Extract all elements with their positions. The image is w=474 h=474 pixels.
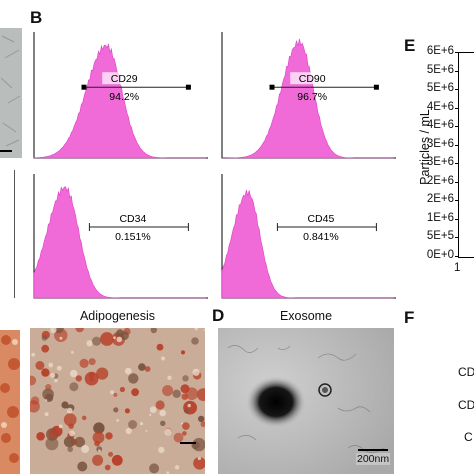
panel-e-ytick-mark xyxy=(455,126,459,128)
panel-a-scale-bar xyxy=(0,150,12,152)
panel-f-letter: F xyxy=(404,308,415,327)
panel-e-ytick-mark xyxy=(455,144,459,146)
histogram-curve xyxy=(33,43,206,159)
panel-e-ytick-mark xyxy=(455,70,459,72)
panel-c-staining-image xyxy=(0,330,20,474)
panel-d-letter: D xyxy=(212,306,225,325)
histogram-cd34: CD34 0.151% xyxy=(30,172,210,300)
panel-e-ytick: 5E+6 xyxy=(426,63,454,76)
gate-marker xyxy=(373,84,379,90)
panel-a-lower-frame xyxy=(0,170,15,298)
panel-b-letter: B xyxy=(30,8,43,27)
panel-f-label-3: C xyxy=(464,430,473,444)
exosome-scale-bar xyxy=(358,449,388,451)
panel-e-ytick: 1E+6 xyxy=(426,211,454,224)
panel-e-ytick-mark xyxy=(455,89,459,91)
exosome-caption: Exosome xyxy=(279,309,333,323)
histogram-cd29: CD29 94.2% xyxy=(30,30,210,160)
panel-e-ytick-mark xyxy=(455,200,459,202)
percent-label: 96.7% xyxy=(297,91,327,103)
panel-e-ytick-mark xyxy=(455,218,459,220)
histogram-curve xyxy=(33,186,206,299)
panel-e-ytick-mark xyxy=(455,256,459,257)
marker-label: CD34 xyxy=(119,213,146,225)
histogram-curve xyxy=(221,189,394,299)
panel-f-label-2: CD xyxy=(458,398,474,412)
panel-e-axis xyxy=(458,52,474,258)
gate-marker xyxy=(81,84,87,90)
percent-label: 0.151% xyxy=(115,231,151,243)
panel-e-ytick: 5E+6 xyxy=(426,82,454,95)
panel-e-letter: E xyxy=(404,36,416,55)
marker-label: CD45 xyxy=(307,213,334,225)
panel-e-ytick: 3E+6 xyxy=(426,137,454,150)
exosome-scale-label: 200nm xyxy=(356,453,391,465)
adipogenesis-image xyxy=(30,328,205,474)
panel-e-ytick: 5E+5 xyxy=(426,230,454,243)
histogram-cd45: CD45 0.841% xyxy=(218,172,398,300)
panel-e-ytick-mark xyxy=(455,237,459,239)
panel-e-xtick: 1 xyxy=(454,262,461,274)
panel-e-ytick: 2E+6 xyxy=(426,193,454,206)
panel-f-label-1: CD xyxy=(458,365,474,379)
adipogenesis-caption: Adipogenesis xyxy=(79,309,156,323)
marker-label: CD90 xyxy=(299,73,326,85)
panel-e-ytick: 3E+6 xyxy=(426,156,454,169)
panel-e-ytick: 4E+6 xyxy=(426,100,454,113)
percent-label: 94.2% xyxy=(109,91,139,103)
panel-e-ytick-mark xyxy=(455,107,459,109)
marker-label: CD29 xyxy=(111,73,138,85)
histogram-cd90: CD90 96.7% xyxy=(218,30,398,160)
panel-e-ytick: 4E+6 xyxy=(426,119,454,132)
panel-a-cell-culture-image xyxy=(0,28,22,158)
panel-e-ytick: 2E+6 xyxy=(426,174,454,187)
panel-e-ytick: 6E+6 xyxy=(426,45,454,57)
cell-texture xyxy=(0,35,21,147)
panel-e-ytick: 0E+0 xyxy=(426,249,454,261)
percent-label: 0.841% xyxy=(303,231,339,243)
panel-e-ytick-mark xyxy=(455,52,459,53)
histogram-curve xyxy=(222,38,394,159)
panel-e-ytick-mark xyxy=(455,163,459,165)
adipogenesis-scale-bar xyxy=(180,442,196,444)
gate-marker xyxy=(185,84,191,90)
gate-marker xyxy=(269,84,275,90)
panel-e-ytick-mark xyxy=(455,181,459,183)
